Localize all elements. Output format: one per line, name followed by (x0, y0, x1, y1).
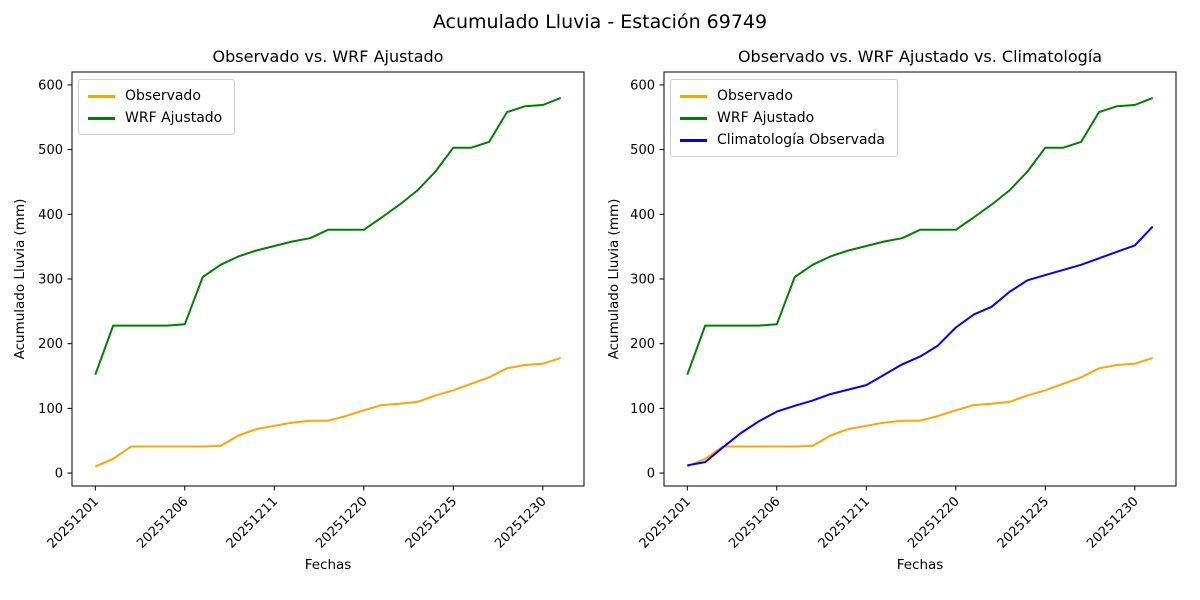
legend-entry-observado: Observado (88, 85, 222, 107)
legend-label: Observado (125, 88, 201, 104)
x-tick-label: 20251230 (1084, 494, 1141, 551)
legend-entry-wrf-ajustado: WRF Ajustado (88, 107, 222, 129)
right-y-axis-label: Acumulado Lluvia (mm) (606, 198, 622, 360)
legend-label: WRF Ajustado (125, 110, 223, 126)
series-line-observado (686, 356, 1154, 468)
climatologia-line-swatch (680, 138, 707, 142)
series-line-observado (94, 356, 562, 468)
y-tick-label: 300 (38, 273, 63, 288)
x-tick-label: 20251206 (726, 494, 783, 551)
y-tick-label: 100 (38, 402, 63, 417)
y-tick-label: 300 (630, 273, 655, 288)
x-tick-label: 20251211 (816, 494, 873, 551)
right-x-axis-label: Fechas (896, 557, 944, 573)
left-y-axis-label: Acumulado Lluvia (mm) (12, 198, 28, 360)
legend-label: Observado (717, 88, 793, 104)
y-tick-label: 0 (647, 467, 655, 482)
x-tick-label: 20251220 (313, 494, 370, 551)
series-line-wrf-ajustado (94, 96, 562, 376)
legend-entry-observado: Observado (680, 85, 885, 107)
subplot-left: 0 100 200 300 400 500 600 20251201 20251206 20251… (12, 47, 585, 573)
wrf-line-swatch (680, 116, 707, 120)
subplot-right: 0 100 200 300 400 500 600 20251201 20251206 20251… (600, 0, 1200, 600)
y-tick-label: 0 (55, 467, 63, 482)
series-line-wrf-ajustado (686, 96, 1154, 376)
x-tick-label: 20251225 (403, 494, 460, 551)
y-tick-label: 100 (630, 402, 655, 417)
x-tick-label: 20251225 (995, 494, 1052, 551)
figure-title: Acumulado Lluvia - Estación 69749 (432, 11, 768, 33)
left-x-axis-label: Fechas (304, 557, 352, 573)
right-plot-title: Observado vs. WRF Ajustado vs. Climatolo… (737, 47, 1103, 66)
x-tick-label: 20251206 (134, 494, 191, 551)
y-tick-label: 200 (38, 337, 63, 352)
legend-entry-wrf-ajustado: WRF Ajustado (680, 107, 885, 129)
right-plot-canvas: 0 100 200 300 400 500 600 20251201 20251206 20251… (630, 71, 1177, 552)
x-tick-label: 20251230 (492, 494, 549, 551)
y-tick-label: 500 (38, 143, 63, 158)
legend-entry-climatologia: Climatología Observada (680, 129, 885, 151)
legend-label: Climatología Observada (717, 132, 885, 148)
x-tick-label: 20251211 (224, 494, 281, 551)
y-tick-label: 200 (630, 337, 655, 352)
series-line-climatologia-observada (687, 225, 1154, 467)
x-tick-label: 20251201 (45, 494, 102, 551)
left-plot-canvas: 0 100 200 300 400 500 600 20251201 20251206 20251… (38, 71, 585, 552)
y-tick-label: 600 (630, 78, 655, 93)
x-tick-label: 20251220 (905, 494, 962, 551)
left-legend: Observado WRF Ajustado (78, 79, 236, 135)
y-tick-label: 400 (38, 208, 63, 223)
observado-line-swatch (88, 94, 115, 98)
x-tick-label: 20251201 (637, 494, 694, 551)
observado-line-swatch (680, 94, 707, 98)
left-plot-title: Observado vs. WRF Ajustado (212, 47, 444, 66)
y-tick-label: 600 (38, 78, 63, 93)
wrf-line-swatch (88, 116, 115, 120)
y-tick-label: 400 (630, 208, 655, 223)
right-legend: Observado WRF Ajustado Climatología Obse… (670, 79, 898, 157)
legend-label: WRF Ajustado (717, 110, 815, 126)
y-tick-label: 500 (630, 143, 655, 158)
